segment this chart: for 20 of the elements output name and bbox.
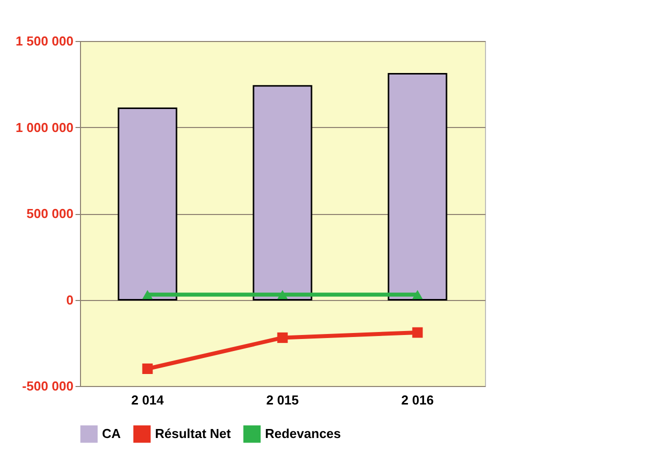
- point: [277, 332, 288, 343]
- legend-label: Résultat Net: [155, 426, 232, 442]
- point: [277, 290, 288, 300]
- y-tick-label: 500 000: [26, 206, 74, 221]
- bar: [118, 108, 178, 300]
- y-tick-label: 0: [66, 292, 74, 308]
- point: [142, 364, 153, 374]
- point: [142, 290, 153, 300]
- point: [412, 327, 423, 338]
- y-tick-label: -500 000: [22, 378, 74, 394]
- x-tick-label: 2 016: [401, 392, 434, 408]
- legend-label: Redevances: [265, 426, 341, 442]
- y-tick-label: 1 000 000: [16, 120, 74, 135]
- bar: [252, 85, 312, 300]
- x-tick-label: 2 015: [266, 392, 299, 408]
- bar: [388, 73, 448, 300]
- point: [412, 290, 423, 300]
- y-tick-label: 1 500 000: [16, 34, 74, 48]
- legend-label: CA: [102, 426, 122, 442]
- x-tick-label: 2 014: [131, 392, 165, 408]
